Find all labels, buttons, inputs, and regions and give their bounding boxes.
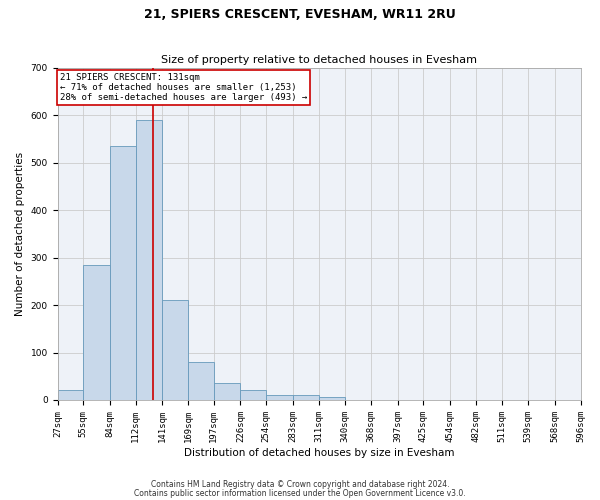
Bar — [136, 120, 163, 400]
Title: Size of property relative to detached houses in Evesham: Size of property relative to detached ho… — [161, 56, 477, 66]
Bar — [241, 390, 266, 400]
Bar — [110, 146, 136, 400]
Text: 21 SPIERS CRESCENT: 131sqm
← 71% of detached houses are smaller (1,253)
28% of s: 21 SPIERS CRESCENT: 131sqm ← 71% of deta… — [60, 72, 307, 102]
Bar — [214, 384, 241, 400]
Bar — [293, 395, 319, 400]
X-axis label: Distribution of detached houses by size in Evesham: Distribution of detached houses by size … — [184, 448, 454, 458]
Bar — [188, 362, 214, 400]
Text: 21, SPIERS CRESCENT, EVESHAM, WR11 2RU: 21, SPIERS CRESCENT, EVESHAM, WR11 2RU — [144, 8, 456, 20]
Bar — [83, 264, 110, 400]
Bar — [319, 396, 345, 400]
Y-axis label: Number of detached properties: Number of detached properties — [15, 152, 25, 316]
Text: Contains HM Land Registry data © Crown copyright and database right 2024.: Contains HM Land Registry data © Crown c… — [151, 480, 449, 489]
Bar — [266, 395, 293, 400]
Bar — [58, 390, 83, 400]
Bar — [163, 300, 188, 400]
Text: Contains public sector information licensed under the Open Government Licence v3: Contains public sector information licen… — [134, 489, 466, 498]
